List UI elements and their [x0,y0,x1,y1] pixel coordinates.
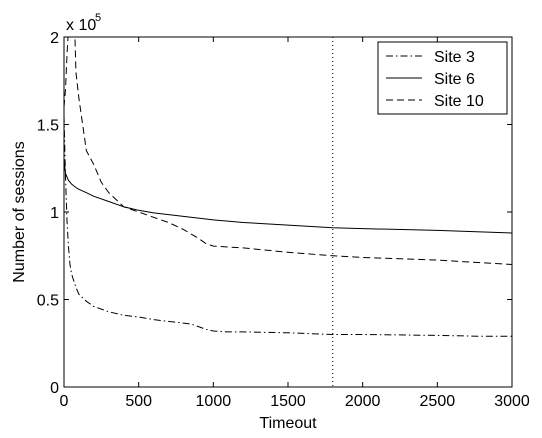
y-scale-multiplier: x 10 5 [66,12,101,34]
axis-ticks: 0 500 1000 1500 2000 2500 3000 0 0.5 1 1.5 2 [37,30,530,410]
series-line-site-3 [64,115,512,337]
x-axis-label: Timeout [259,415,317,432]
series-line-site-10 [64,37,512,265]
series-line-site-6 [64,159,512,234]
legend-label: Site 3 [434,49,475,66]
y-tick-label: 1 [50,205,59,222]
x-tick-label: 1500 [270,393,306,410]
y-tick-label: 0.5 [37,293,59,310]
series-layer [64,37,512,337]
legend-label: Site 6 [434,71,475,88]
y-tick-label: 2 [50,30,59,47]
x-tick-label: 0 [60,393,69,410]
y-tick-label: 0 [50,380,59,397]
x-tick-label: 2500 [420,393,456,410]
y-scale-label: x 10 [66,17,96,34]
y-scale-exponent: 5 [95,12,101,24]
legend-label: Site 10 [434,93,484,110]
x-tick-label: 1000 [196,393,232,410]
x-tick-label: 500 [125,393,152,410]
x-tick-label: 3000 [494,393,530,410]
y-axis-label: Number of sessions [11,141,28,282]
y-tick-label: 1.5 [37,118,59,135]
x-tick-label: 2000 [345,393,381,410]
legend: Site 3 Site 6 Site 10 [377,41,508,115]
